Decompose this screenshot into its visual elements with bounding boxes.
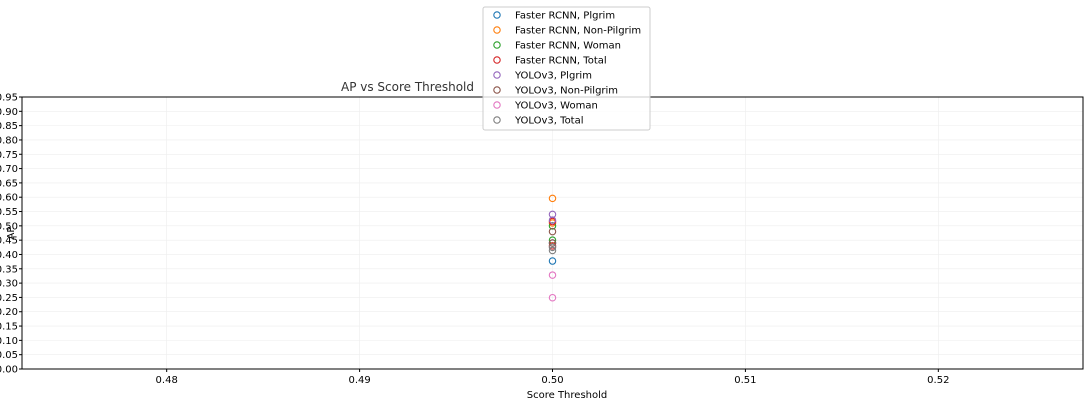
y-tick-label: 0.45 <box>0 236 18 247</box>
y-tick-label: 0.85 <box>0 121 18 132</box>
y-tick-label: 0.05 <box>0 350 18 361</box>
y-axis-label: AP <box>6 227 17 240</box>
x-axis-label: Score Threshold <box>527 390 607 401</box>
legend-marker <box>493 101 501 109</box>
data-point <box>548 271 557 279</box>
legend-label: YOLOv3, Non-Pilgrim <box>514 86 618 97</box>
data-point <box>548 243 557 252</box>
data-point <box>548 257 557 265</box>
legend-marker <box>493 116 501 124</box>
data-point <box>548 293 557 302</box>
y-tick-label: 0.10 <box>0 336 18 347</box>
y-tick-label: 0.40 <box>0 250 18 261</box>
y-tick-label: 0.35 <box>0 264 18 275</box>
legend-marker <box>493 56 501 64</box>
data-point <box>548 210 557 219</box>
legend-marker <box>493 86 501 94</box>
data-point <box>548 239 557 247</box>
legend-marker <box>493 26 501 34</box>
legend-label: YOLOv3, Plgrim <box>514 71 592 82</box>
data-point <box>548 194 557 203</box>
legend-marker <box>493 41 501 49</box>
legend-label: Faster RCNN, Woman <box>515 41 621 52</box>
y-tick-label: 0.55 <box>0 207 18 218</box>
y-tick-label: 0.50 <box>0 221 18 232</box>
legend-label: Faster RCNN, Non-Pilgrim <box>515 26 641 37</box>
y-tick-label: 0.75 <box>0 150 18 161</box>
y-tick-label: 0.80 <box>0 135 18 146</box>
x-tick-label: 0.52 <box>927 375 949 386</box>
legend-label: Faster RCNN, Plgrim <box>515 11 615 22</box>
legend: Faster RCNN, Plgrim Faster RCNN, Non-Pilg… <box>482 6 651 131</box>
y-tick-label: 0.25 <box>0 293 18 304</box>
y-tick-label: 0.95 <box>0 93 18 104</box>
legend-box <box>482 6 651 131</box>
x-tick-label: 0.51 <box>734 375 756 386</box>
data-point <box>548 222 557 230</box>
y-tick-label: 0.15 <box>0 322 18 333</box>
y-tick-label: 0.70 <box>0 164 18 175</box>
y-tick-label: 0.90 <box>0 107 18 118</box>
y-tick-label: 0.65 <box>0 178 18 189</box>
y-tick-label: 0.20 <box>0 307 18 318</box>
data-point <box>548 227 557 236</box>
data-point <box>548 236 557 244</box>
x-tick-label: 0.49 <box>348 375 370 386</box>
legend-label: YOLOv3, Total <box>514 116 584 127</box>
data-point <box>548 216 557 224</box>
legend-label: YOLOv3, Woman <box>514 101 598 112</box>
data-point <box>548 246 557 255</box>
y-tick-label: 0.00 <box>0 365 18 376</box>
y-tick-label: 0.30 <box>0 279 18 290</box>
legend-marker <box>493 71 501 79</box>
x-tick-label: 0.48 <box>156 375 178 386</box>
legend-label: Faster RCNN, Total <box>515 56 607 67</box>
legend-marker <box>493 11 501 19</box>
chart-title: AP vs Score Threshold <box>341 80 474 94</box>
x-tick-label: 0.50 <box>541 375 563 386</box>
y-tick-label: 0.60 <box>0 193 18 204</box>
